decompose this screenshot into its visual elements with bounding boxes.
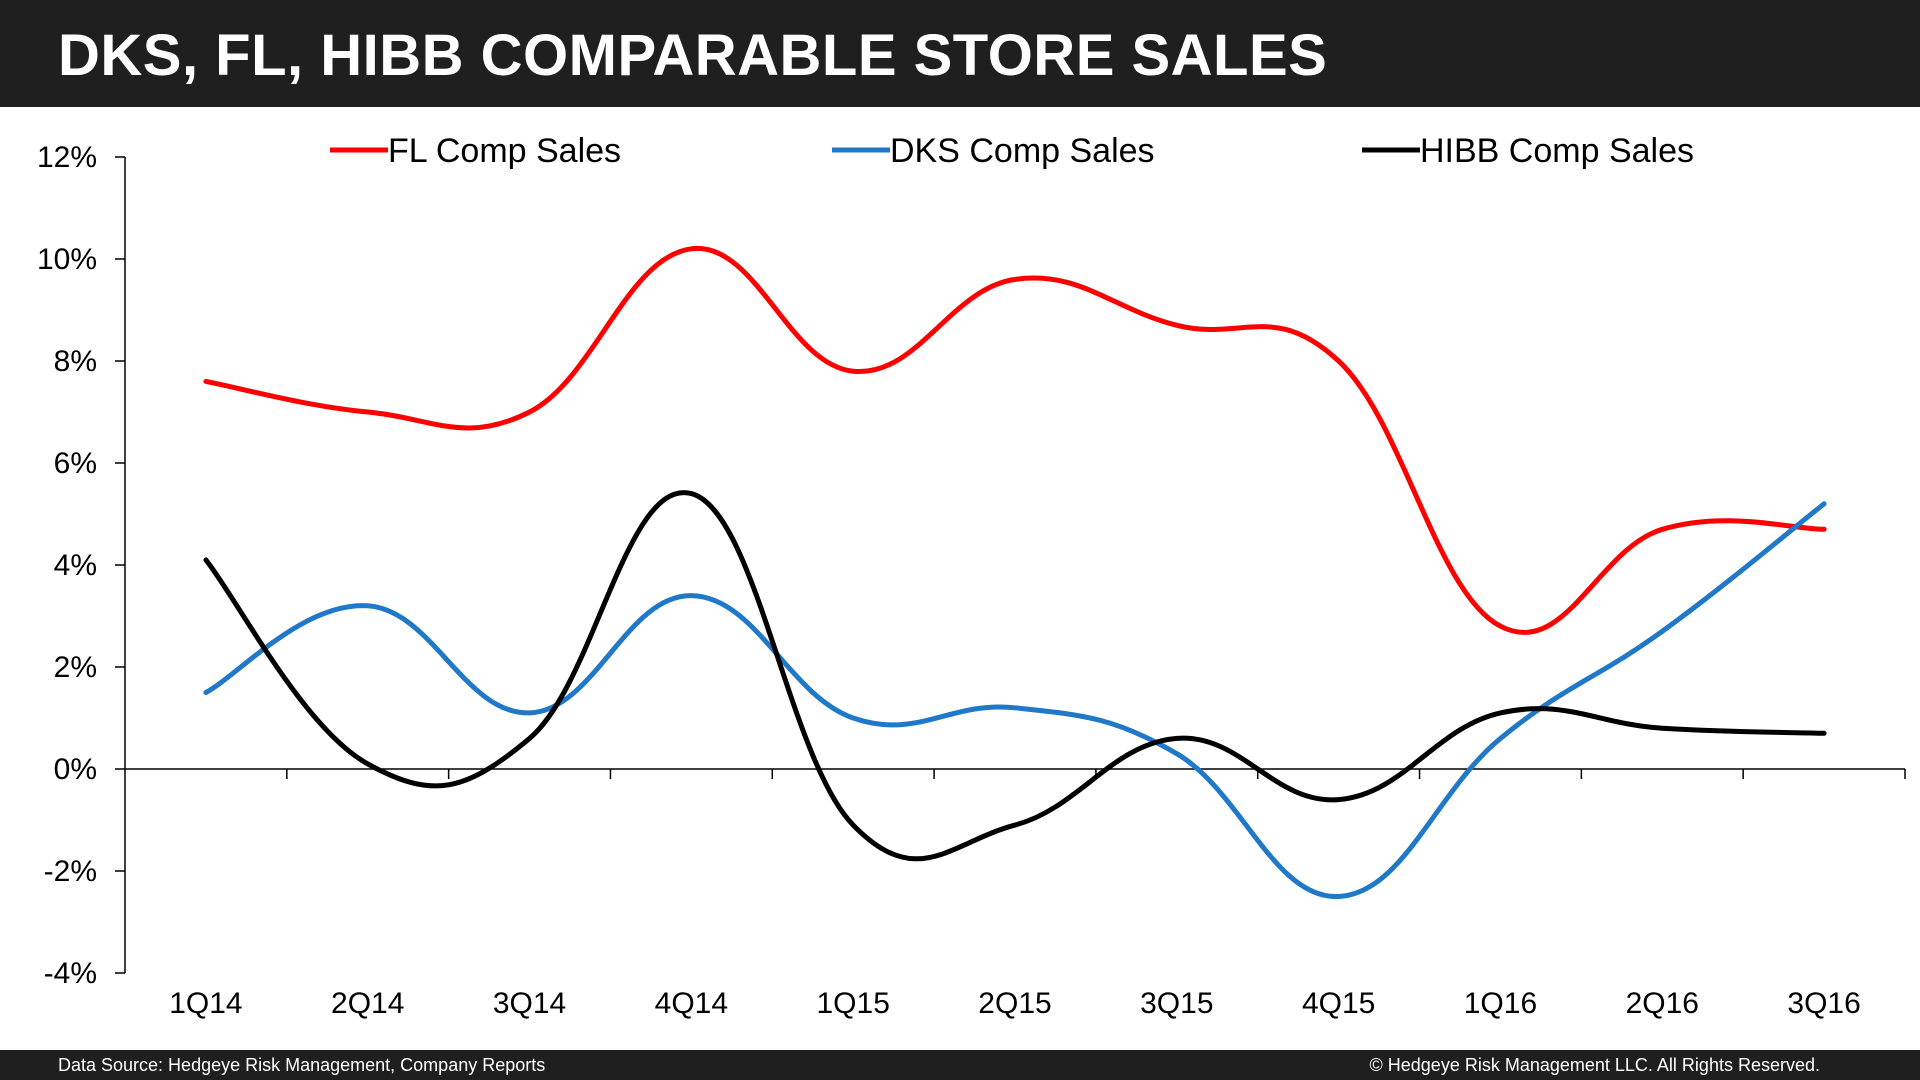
series-layer xyxy=(203,246,1827,900)
legend-label-dks: DKS Comp Sales xyxy=(890,132,1155,170)
series-line-fl xyxy=(203,246,1827,635)
y-tick-label: 6% xyxy=(54,447,97,480)
x-tick-label: 1Q14 xyxy=(169,987,242,1020)
y-tick-label: -2% xyxy=(44,855,97,888)
series-line-hibb xyxy=(203,490,1827,862)
y-tick-label: 12% xyxy=(37,141,97,174)
y-tick-label: 4% xyxy=(54,549,97,582)
x-tick-label: 3Q16 xyxy=(1787,987,1860,1020)
line-chart: -4% -2% 0% 2% 4% 6% 8% 10% 12% 1Q14 2Q14 3Q14 4Q14 1Q… xyxy=(37,132,1906,1020)
x-tick-label: 1Q15 xyxy=(816,987,889,1020)
legend-label-fl: FL Comp Sales xyxy=(388,132,621,170)
copyright-note: © Hedgeye Risk Management LLC. All Right… xyxy=(1369,1055,1820,1075)
x-tick-label: 2Q14 xyxy=(331,987,404,1020)
legend: FL Comp Sales DKS Comp Sales HIBB Comp Sal… xyxy=(330,132,1694,170)
y-tick-label: -4% xyxy=(44,957,97,990)
series-line-dks xyxy=(203,501,1827,900)
x-tick-label: 3Q14 xyxy=(493,987,566,1020)
x-tick-label: 2Q16 xyxy=(1626,987,1699,1020)
y-tick-label: 0% xyxy=(54,753,97,786)
legend-label-hibb: HIBB Comp Sales xyxy=(1420,132,1694,170)
x-tick-label: 3Q15 xyxy=(1140,987,1213,1020)
y-tick-label: 2% xyxy=(54,651,97,684)
axes: -4% -2% 0% 2% 4% 6% 8% 10% 12% 1Q14 2Q14 3Q14 4Q14 1Q… xyxy=(37,141,1906,1020)
x-tick-label: 4Q14 xyxy=(655,987,728,1020)
y-tick-label: 10% xyxy=(37,243,97,276)
title-bar: DKS, FL, HIBB COMPARABLE STORE SALES xyxy=(0,0,1920,107)
y-tick-label: 8% xyxy=(54,345,97,378)
x-tick-label: 4Q15 xyxy=(1302,987,1375,1020)
chart-title: DKS, FL, HIBB COMPARABLE STORE SALES xyxy=(58,23,1328,88)
footer-bar: Data Source: Hedgeye Risk Management, Co… xyxy=(0,1050,1920,1080)
x-tick-label: 1Q16 xyxy=(1464,987,1537,1020)
data-source-note: Data Source: Hedgeye Risk Management, Co… xyxy=(58,1055,546,1075)
x-tick-label: 2Q15 xyxy=(978,987,1051,1020)
